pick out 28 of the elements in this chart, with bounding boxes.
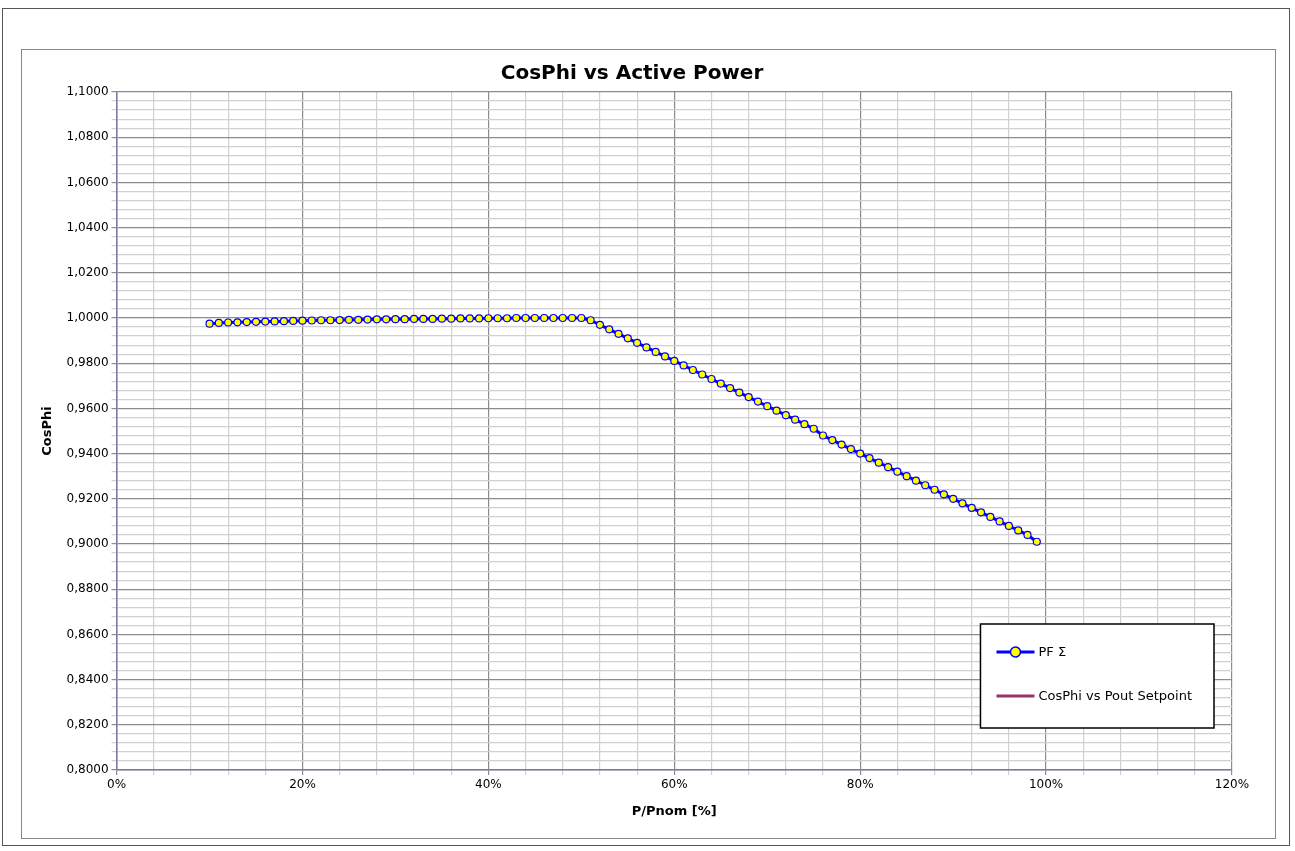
y-tick-label: 1,0800 — [66, 129, 109, 144]
legend-label: PF Σ — [1038, 644, 1067, 660]
chart-title: CosPhi vs Active Power — [500, 60, 764, 85]
legend-label: CosPhi vs Pout Setpoint — [1038, 688, 1193, 704]
x-tick-label: 80% — [846, 777, 874, 792]
y-tick-label: 0,9200 — [66, 490, 109, 505]
x-tick-label: 60% — [660, 777, 688, 792]
x-tick-label: 120% — [1214, 777, 1250, 792]
x-tick-label: 0% — [107, 777, 127, 792]
y-tick-label: 0,9000 — [66, 536, 109, 551]
y-tick-label: 1,0200 — [66, 264, 109, 279]
y-tick-label: 0,9600 — [66, 400, 109, 415]
y-tick-label: 0,8400 — [66, 671, 109, 686]
x-tick-label: 40% — [475, 777, 502, 792]
y-tick-label: 0,8800 — [66, 581, 109, 596]
x-tick-label: 20% — [289, 777, 316, 792]
y-axis-title: CosPhi — [39, 406, 55, 456]
y-tick-label: 1,1000 — [66, 84, 109, 99]
y-tick-label: 1,0000 — [66, 310, 109, 325]
y-tick-label: 0,8200 — [66, 716, 109, 731]
x-tick-label: 100% — [1028, 777, 1064, 792]
y-tick-label: 1,0600 — [66, 174, 109, 189]
y-tick-label: 0,8600 — [66, 626, 109, 641]
y-tick-label: 0,8000 — [66, 762, 109, 777]
y-tick-label: 1,0400 — [66, 219, 109, 234]
y-tick-label: 0,9800 — [66, 355, 109, 370]
y-tick-label: 0,9400 — [66, 445, 109, 460]
x-axis-title: P/Pnom [%] — [631, 802, 717, 818]
